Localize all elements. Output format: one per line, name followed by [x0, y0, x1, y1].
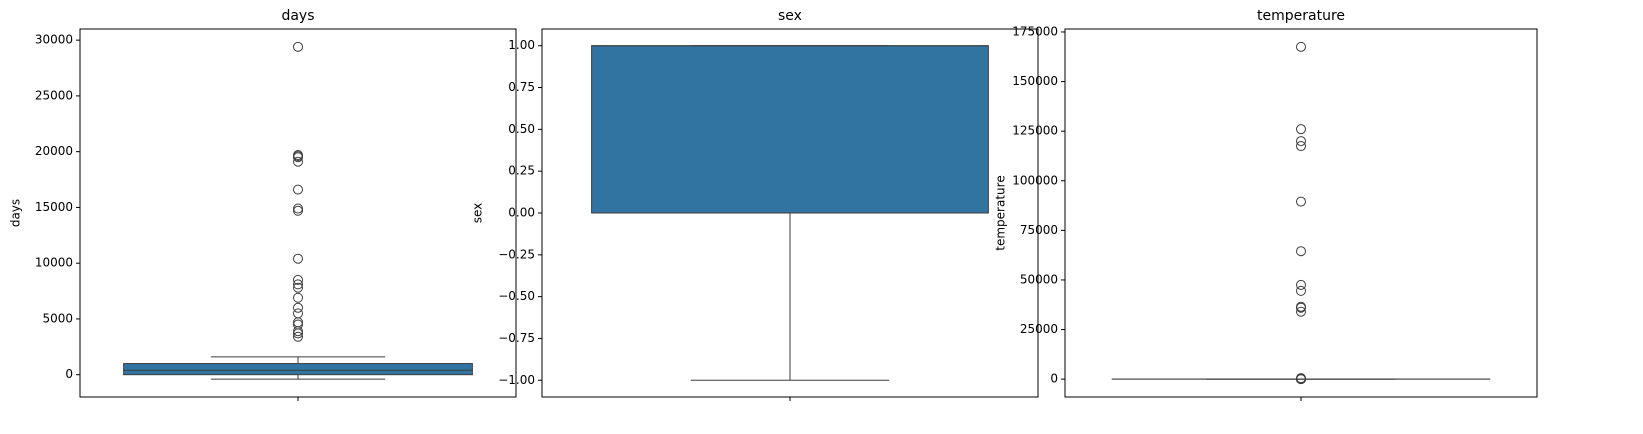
y-axis-label: sex: [471, 203, 485, 224]
y-tick-label: 0: [65, 367, 73, 381]
y-tick-label: 1.00: [508, 38, 535, 52]
y-tick-label: 150000: [1012, 74, 1058, 88]
y-tick-label: −0.75: [498, 331, 535, 345]
panel-title: sex: [778, 8, 802, 24]
y-tick-label: −0.50: [498, 289, 535, 303]
y-tick-label: 175000: [1012, 24, 1058, 38]
outlier: [294, 318, 303, 327]
y-tick-label: 0.25: [508, 164, 535, 178]
y-tick-label: 5000: [42, 311, 73, 325]
y-tick-label: 0.75: [508, 80, 535, 94]
outlier: [294, 327, 303, 336]
panel-title: days: [281, 8, 314, 24]
y-tick-label: 25000: [1020, 322, 1058, 336]
y-tick-label: 50000: [1020, 272, 1058, 286]
y-tick-label: 25000: [35, 88, 73, 102]
y-tick-label: 0.00: [508, 206, 535, 220]
outlier: [1297, 247, 1306, 256]
box: [592, 46, 989, 213]
y-axis-label: temperature: [994, 175, 1008, 250]
y-tick-label: 75000: [1020, 223, 1058, 237]
outlier: [294, 293, 303, 302]
outlier: [294, 309, 303, 318]
y-tick-label: 15000: [35, 200, 73, 214]
y-tick-label: −1.00: [498, 373, 535, 387]
y-axis-label: days: [9, 199, 23, 227]
outlier: [1297, 286, 1306, 295]
outlier: [1297, 42, 1306, 51]
panel-title: temperature: [1257, 8, 1345, 24]
y-tick-label: 125000: [1012, 124, 1058, 138]
y-tick-label: 20000: [35, 144, 73, 158]
outlier: [294, 204, 303, 213]
y-tick-label: 30000: [35, 33, 73, 47]
y-tick-label: 0.50: [508, 122, 535, 136]
y-tick-label: −0.25: [498, 247, 535, 261]
y-tick-label: 100000: [1012, 173, 1058, 187]
y-tick-label: 0: [1050, 372, 1058, 386]
outlier: [294, 303, 303, 312]
y-tick-label: 10000: [35, 256, 73, 270]
plot-frame: [1065, 29, 1537, 397]
outlier: [1297, 197, 1306, 206]
outlier: [1297, 125, 1306, 134]
outlier: [294, 254, 303, 263]
box: [124, 364, 473, 375]
outlier: [294, 42, 303, 51]
outlier: [294, 185, 303, 194]
outlier: [294, 206, 303, 215]
